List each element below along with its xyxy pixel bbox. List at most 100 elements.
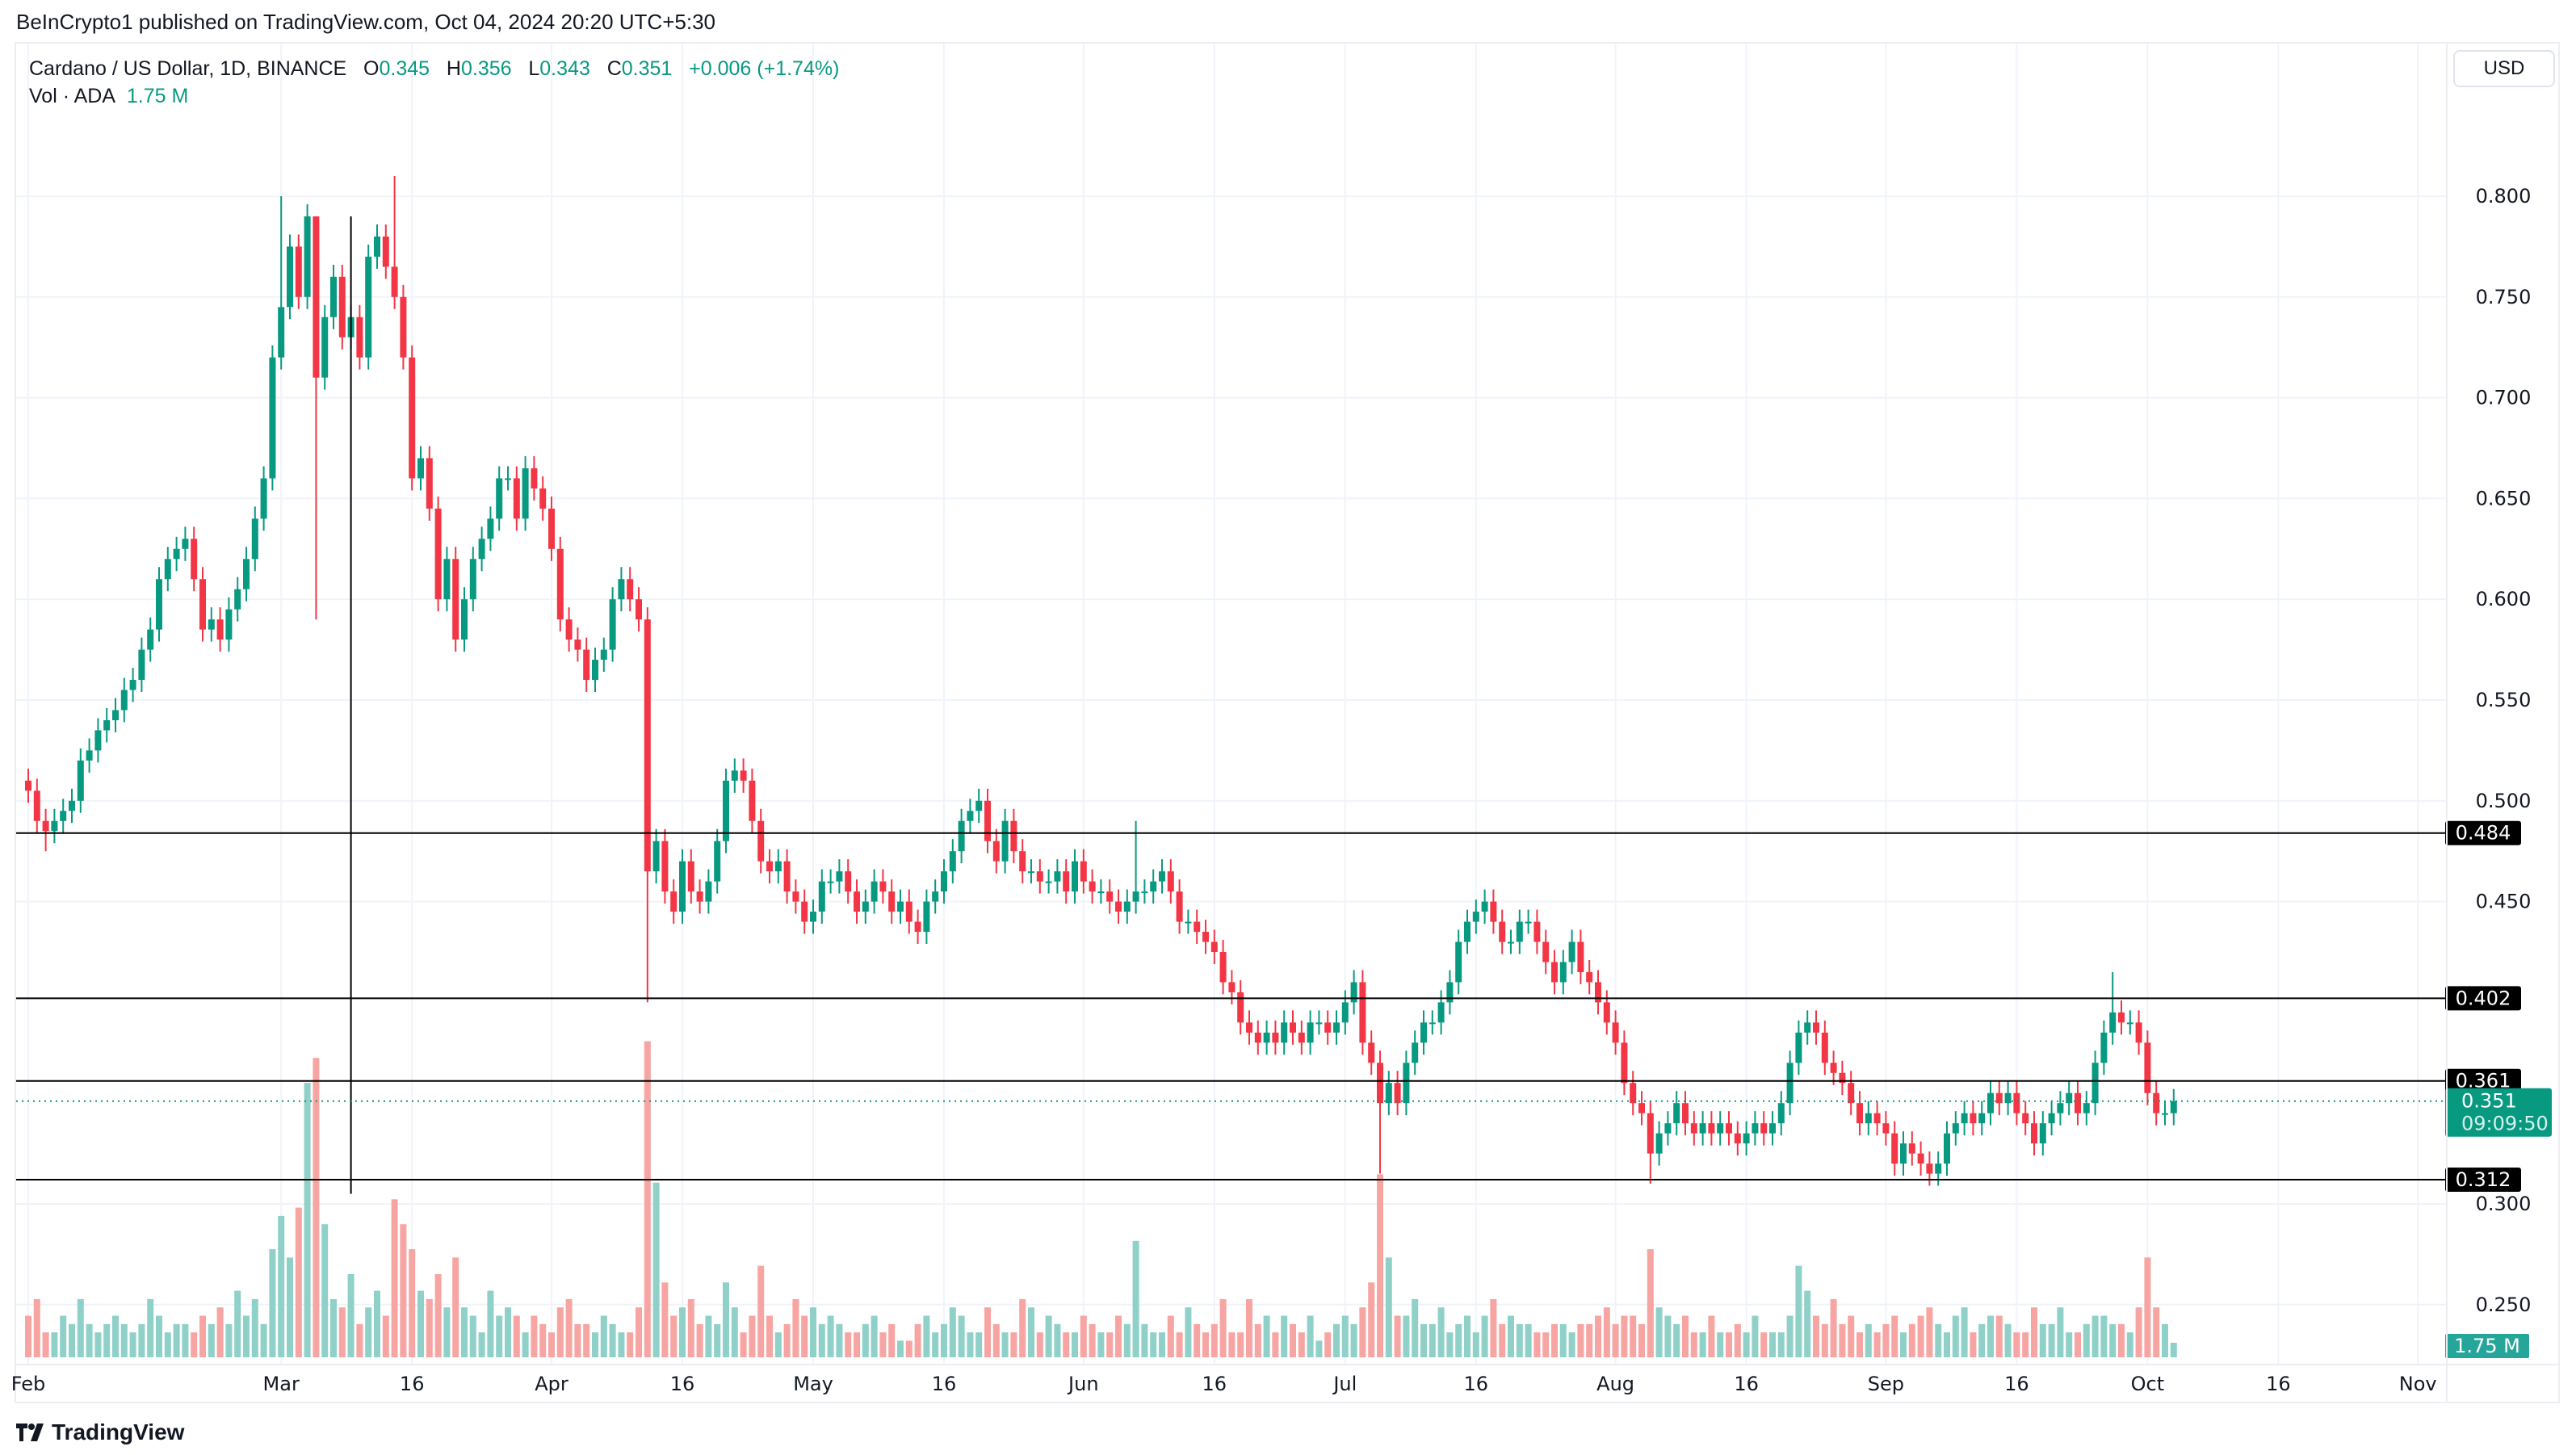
candle-body [2100,1032,2108,1063]
candle-down [295,234,302,309]
volume-bar [443,1307,451,1357]
candle-down [313,216,320,620]
candle-down [1237,979,1244,1035]
volume-bar [1935,1323,1942,1357]
volume-bar [199,1315,206,1357]
currency-button[interactable]: USD [2453,50,2555,87]
candle-down [583,637,590,693]
volume-bar [749,1315,756,1357]
time-tick-label: 16 [2266,1373,2291,1395]
candle-body [374,236,380,257]
candle-body [156,579,162,630]
volume-bar [2004,1323,2012,1357]
candle-body [1508,941,1514,944]
candle-up [2162,1101,2168,1126]
candle-body [539,488,547,509]
candle-body [234,589,241,610]
candle-down [191,526,198,592]
candle-up [2091,1050,2099,1116]
candle-body [1603,1002,1610,1023]
volume-bar [740,1332,747,1357]
candle-body [862,901,869,912]
candle-body [1873,1113,1881,1124]
candle-body [914,921,921,933]
level-price-tag [2445,986,2521,1011]
candle-up [1403,1050,1410,1116]
volume-label[interactable]: Vol · ADA [29,85,115,107]
candle-up [1150,869,1157,904]
candle-body [1228,982,1236,992]
volume-bar [958,1315,965,1357]
candle-down [1176,879,1183,934]
candle-body [1010,820,1017,852]
candle-body [382,236,389,267]
candle-down [556,536,564,632]
volume-bar [1586,1323,1593,1357]
candle-down [687,849,694,904]
candle-body [1655,1133,1663,1154]
candle-up [278,196,285,370]
candle-up [2126,1010,2133,1035]
close-value: 0.351 [621,57,673,80]
candle-body [2048,1113,2055,1124]
candle-up [1123,889,1131,925]
volume-bar [932,1332,939,1357]
candle-body [1630,1083,1637,1104]
candle-down [356,304,363,370]
candle-body [1089,881,1096,892]
candle-up [731,758,738,793]
candle-up [1072,849,1078,904]
volume-bar [2031,1307,2037,1357]
tradingview-logo[interactable]: TradingView [16,1419,184,1445]
candle-body [749,780,756,821]
volume-bar [208,1323,215,1357]
candle-up [1568,929,1575,975]
candle-body [592,660,598,681]
candle-up [182,526,189,561]
volume-bar [731,1307,738,1357]
price-tick-label: 0.450 [2476,891,2532,913]
candle-body [1237,992,1244,1023]
candle-up [1777,1091,1785,1136]
volume-bar [897,1340,904,1357]
volume-bar [1455,1323,1462,1357]
price-tick-label: 0.500 [2476,790,2532,812]
candle-body [51,820,58,832]
volume-bar [879,1332,887,1357]
candle-body [783,861,791,892]
symbol-name[interactable]: Cardano / US Dollar, 1D, BINANCE [29,57,347,80]
volume-bar [1350,1323,1357,1357]
volume-bar [1132,1240,1139,1357]
volume-bar [478,1332,485,1357]
candle-up [1699,1111,1706,1146]
candle-body [2109,1012,2117,1033]
volume-bar [757,1265,765,1357]
volume-bar [138,1323,145,1357]
tradingview-logo-icon [16,1424,44,1441]
candle-body [1944,1133,1950,1164]
candle-down [1272,1020,1279,1055]
candle-up [1508,929,1514,954]
volume-bar [548,1332,555,1357]
volume-bar [949,1307,956,1357]
volume-bar [234,1290,241,1357]
candle-body [487,518,494,539]
candle-body [2126,1022,2133,1025]
volume-bar [129,1332,136,1357]
candle-up [1752,1111,1759,1146]
candle-down [1228,970,1236,1004]
volume-bar [1848,1315,1855,1357]
candle-up [600,637,607,673]
volume-bar [888,1323,896,1357]
candle-body [565,619,573,640]
volume-bar [1481,1315,1488,1357]
volume-bar [636,1307,642,1357]
candle-up [304,203,311,309]
candle-body [513,478,520,519]
candle-down [1359,970,1366,1055]
candle-body [1403,1063,1410,1104]
volume-bar [147,1298,154,1357]
candle-body [1743,1133,1750,1144]
candle-body [1900,1143,1907,1164]
